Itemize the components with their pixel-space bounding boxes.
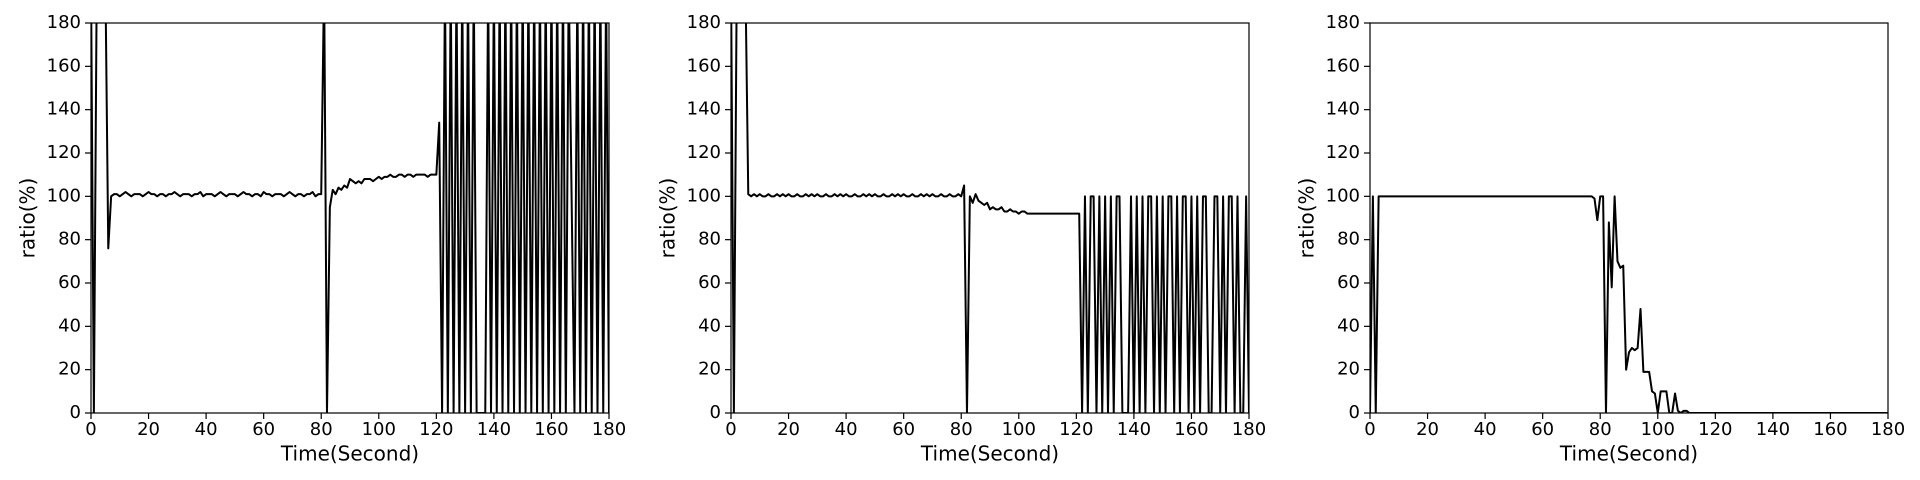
- plot-frame: [1369, 22, 1889, 414]
- y-tick-label: 40: [1337, 315, 1360, 336]
- y-tick-label: 140: [687, 99, 721, 120]
- y-tick-label: 100: [47, 185, 81, 206]
- x-axis-label: Time(Second): [1559, 442, 1698, 466]
- y-tick-label: 120: [1326, 142, 1360, 163]
- x-tick-label: 160: [1813, 419, 1847, 440]
- y-axis-label: ratio(%): [16, 178, 40, 259]
- plot-frame: [730, 22, 1250, 414]
- y-tick-label: 0: [710, 402, 721, 423]
- y-tick-label: 180: [687, 12, 721, 33]
- x-tick-label: 20: [1416, 419, 1439, 440]
- x-tick-label: 80: [950, 419, 973, 440]
- y-tick-label: 120: [47, 142, 81, 163]
- y-tick-label: 80: [698, 229, 721, 250]
- x-tick-label: 140: [1117, 419, 1151, 440]
- x-tick-label: 120: [1698, 419, 1732, 440]
- y-axis-label: ratio(%): [1295, 178, 1319, 259]
- x-tick-label: 80: [310, 419, 333, 440]
- x-tick-label: 120: [419, 419, 453, 440]
- x-tick-label: 0: [85, 419, 96, 440]
- data-line: [1370, 195, 1888, 413]
- y-tick-label: 140: [1326, 99, 1360, 120]
- y-tick-label: 20: [58, 359, 81, 380]
- y-tick-label: 80: [58, 229, 81, 250]
- x-tick-label: 20: [777, 419, 800, 440]
- subplot: 0 20 40 60 80 100 120 140 160 180 0 20 40 60 80 100 120 1…: [656, 12, 1267, 466]
- y-tick-label: 0: [70, 402, 81, 423]
- x-tick-label: 180: [1871, 419, 1905, 440]
- y-tick-label: 180: [47, 12, 81, 33]
- x-tick-label: 0: [1364, 419, 1375, 440]
- x-tick-label: 100: [1002, 419, 1036, 440]
- x-tick-label: 120: [1059, 419, 1093, 440]
- x-tick-label: 80: [1589, 419, 1612, 440]
- x-tick-label: 100: [362, 419, 396, 440]
- data-line: [731, 23, 1249, 413]
- y-tick-label: 140: [47, 99, 81, 120]
- y-tick-label: 160: [1326, 55, 1360, 76]
- x-tick-label: 0: [725, 419, 736, 440]
- x-tick-label: 60: [892, 419, 915, 440]
- y-tick-label: 20: [698, 359, 721, 380]
- y-tick-label: 60: [698, 272, 721, 293]
- plot-frame: [90, 22, 610, 414]
- x-tick-label: 40: [1474, 419, 1497, 440]
- x-tick-label: 40: [835, 419, 858, 440]
- y-tick-label: 100: [687, 185, 721, 206]
- y-tick-label: 160: [47, 55, 81, 76]
- data-line: [91, 23, 609, 413]
- x-tick-label: 140: [477, 419, 511, 440]
- subplot: 0 20 40 60 80 100 120 140 160 180 0 20 40 60 80 100 120 1…: [1295, 12, 1906, 466]
- y-tick-label: 40: [58, 315, 81, 336]
- y-tick-label: 180: [1326, 12, 1360, 33]
- x-tick-label: 20: [137, 419, 160, 440]
- x-tick-label: 60: [1531, 419, 1554, 440]
- x-axis-label: Time(Second): [280, 442, 419, 466]
- y-tick-label: 120: [687, 142, 721, 163]
- y-tick-label: 160: [687, 55, 721, 76]
- x-tick-label: 140: [1756, 419, 1790, 440]
- y-tick-label: 20: [1337, 359, 1360, 380]
- x-axis-label: Time(Second): [920, 442, 1059, 466]
- y-tick-label: 80: [1337, 229, 1360, 250]
- x-tick-label: 180: [1232, 419, 1266, 440]
- x-tick-label: 40: [195, 419, 218, 440]
- x-tick-label: 160: [1174, 419, 1208, 440]
- y-tick-label: 60: [58, 272, 81, 293]
- y-axis-label: ratio(%): [656, 178, 680, 259]
- x-tick-label: 60: [252, 419, 275, 440]
- x-tick-label: 180: [592, 419, 626, 440]
- x-tick-label: 100: [1641, 419, 1675, 440]
- y-tick-label: 0: [1349, 402, 1360, 423]
- x-tick-label: 160: [534, 419, 568, 440]
- y-tick-label: 40: [698, 315, 721, 336]
- subplot: 0 20 40 60 80 100 120 140 160 180 0 20 40 60 80 100 120 1…: [16, 12, 627, 466]
- y-tick-label: 60: [1337, 272, 1360, 293]
- y-tick-label: 100: [1326, 185, 1360, 206]
